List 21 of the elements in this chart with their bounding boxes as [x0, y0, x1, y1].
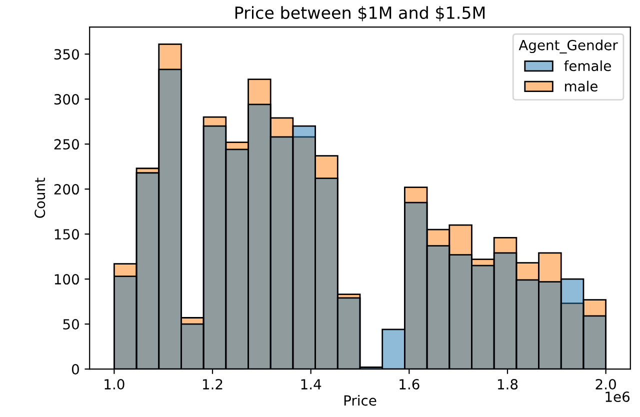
- legend-title: Agent_Gender: [518, 40, 618, 54]
- x-tick-label: 1.0: [104, 379, 124, 390]
- y-axis-title: Count: [34, 178, 46, 218]
- y-tick-label: 250: [54, 139, 79, 150]
- x-tick-label: 1.2: [202, 379, 222, 390]
- y-tick-label: 0: [72, 364, 79, 375]
- y-tick-label: 150: [54, 229, 79, 240]
- x-tick-label: 2.0: [596, 379, 616, 390]
- y-tick-label: 100: [54, 274, 79, 285]
- y-tick-label: 200: [54, 184, 79, 195]
- y-tick-label: 350: [54, 49, 79, 60]
- y-tick-label: 50: [63, 319, 79, 330]
- x-tick-label: 1.4: [301, 379, 322, 390]
- text: 1e6: [606, 392, 630, 402]
- legend-label: female: [564, 60, 611, 72]
- y-tick-label: 300: [54, 94, 79, 105]
- legend-label: male: [565, 80, 598, 92]
- chart-title: Price between $1M and $1.5M: [235, 6, 485, 22]
- x-tick-label: 1.6: [400, 379, 420, 390]
- x-tick-label: 1.8: [498, 379, 518, 390]
- x-axis-title: Price: [344, 394, 376, 406]
